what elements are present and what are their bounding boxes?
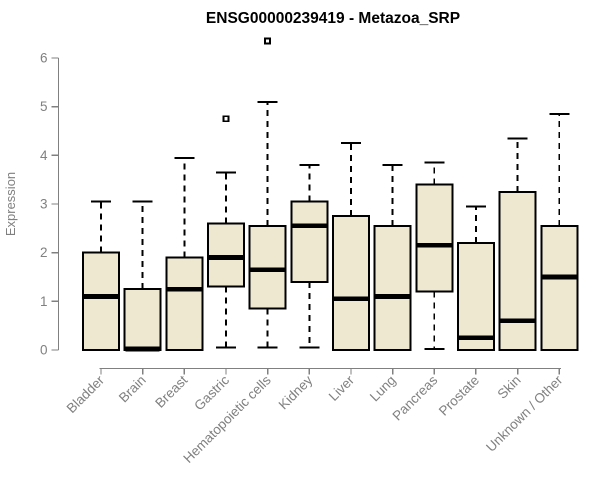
y-axis: 0 1 2 3 4 5 6 bbox=[40, 51, 60, 358]
boxplot-hematopoietic-cells bbox=[248, 37, 287, 349]
y-tick-label: 2 bbox=[40, 245, 48, 260]
plot-area bbox=[82, 37, 579, 352]
y-axis-title: Expression bbox=[3, 172, 18, 236]
iqr-box bbox=[165, 256, 204, 351]
x-category-label-gastric: Gastric bbox=[191, 372, 232, 413]
x-category-label-liver: Liver bbox=[326, 372, 358, 404]
iqr-box bbox=[123, 288, 162, 351]
x-category-label-pancreas: Pancreas bbox=[389, 372, 440, 423]
x-category-label-bladder: Bladder bbox=[64, 372, 108, 416]
iqr-box bbox=[540, 224, 579, 351]
outlier-point bbox=[222, 115, 230, 123]
boxplot-liver bbox=[331, 142, 370, 351]
iqr-box bbox=[498, 190, 537, 351]
iqr-box bbox=[373, 224, 412, 351]
x-category-label-lung: Lung bbox=[367, 373, 399, 405]
iqr-box bbox=[206, 222, 245, 288]
boxplot-breast bbox=[165, 156, 204, 351]
y-tick-label: 3 bbox=[40, 197, 48, 212]
x-category-label-brain: Brain bbox=[116, 373, 149, 406]
x-category-label-unknown-other: Unknown / Other bbox=[483, 372, 566, 455]
boxplot-prostate bbox=[456, 205, 495, 351]
x-category-label-skin: Skin bbox=[495, 373, 524, 402]
boxplot-lung bbox=[373, 164, 412, 351]
y-tick-label: 0 bbox=[40, 343, 48, 358]
iqr-box bbox=[456, 241, 495, 351]
iqr-box bbox=[331, 215, 370, 351]
outlier-point bbox=[264, 37, 272, 45]
y-tick-label: 5 bbox=[40, 99, 48, 114]
iqr-box bbox=[290, 200, 329, 283]
y-tick-label: 1 bbox=[40, 294, 48, 309]
iqr-box bbox=[82, 251, 120, 352]
boxplot-brain bbox=[123, 200, 162, 352]
iqr-box bbox=[248, 224, 287, 310]
x-category-label-kidney: Kidney bbox=[276, 372, 316, 412]
boxplot-skin bbox=[498, 137, 537, 351]
boxplot-gastric bbox=[206, 115, 245, 349]
chart-title: ENSG00000239419 - Metazoa_SRP bbox=[206, 10, 460, 27]
iqr-box bbox=[415, 183, 454, 293]
x-category-label-breast: Breast bbox=[152, 372, 190, 410]
x-category-label-prostate: Prostate bbox=[436, 373, 482, 419]
boxplot-bladder bbox=[82, 200, 120, 352]
boxplot-pancreas bbox=[415, 161, 454, 351]
y-tick-label: 4 bbox=[40, 148, 48, 163]
boxplot-unknown-other bbox=[540, 112, 579, 351]
boxplot-kidney bbox=[290, 164, 329, 349]
y-tick-label: 6 bbox=[40, 51, 48, 66]
